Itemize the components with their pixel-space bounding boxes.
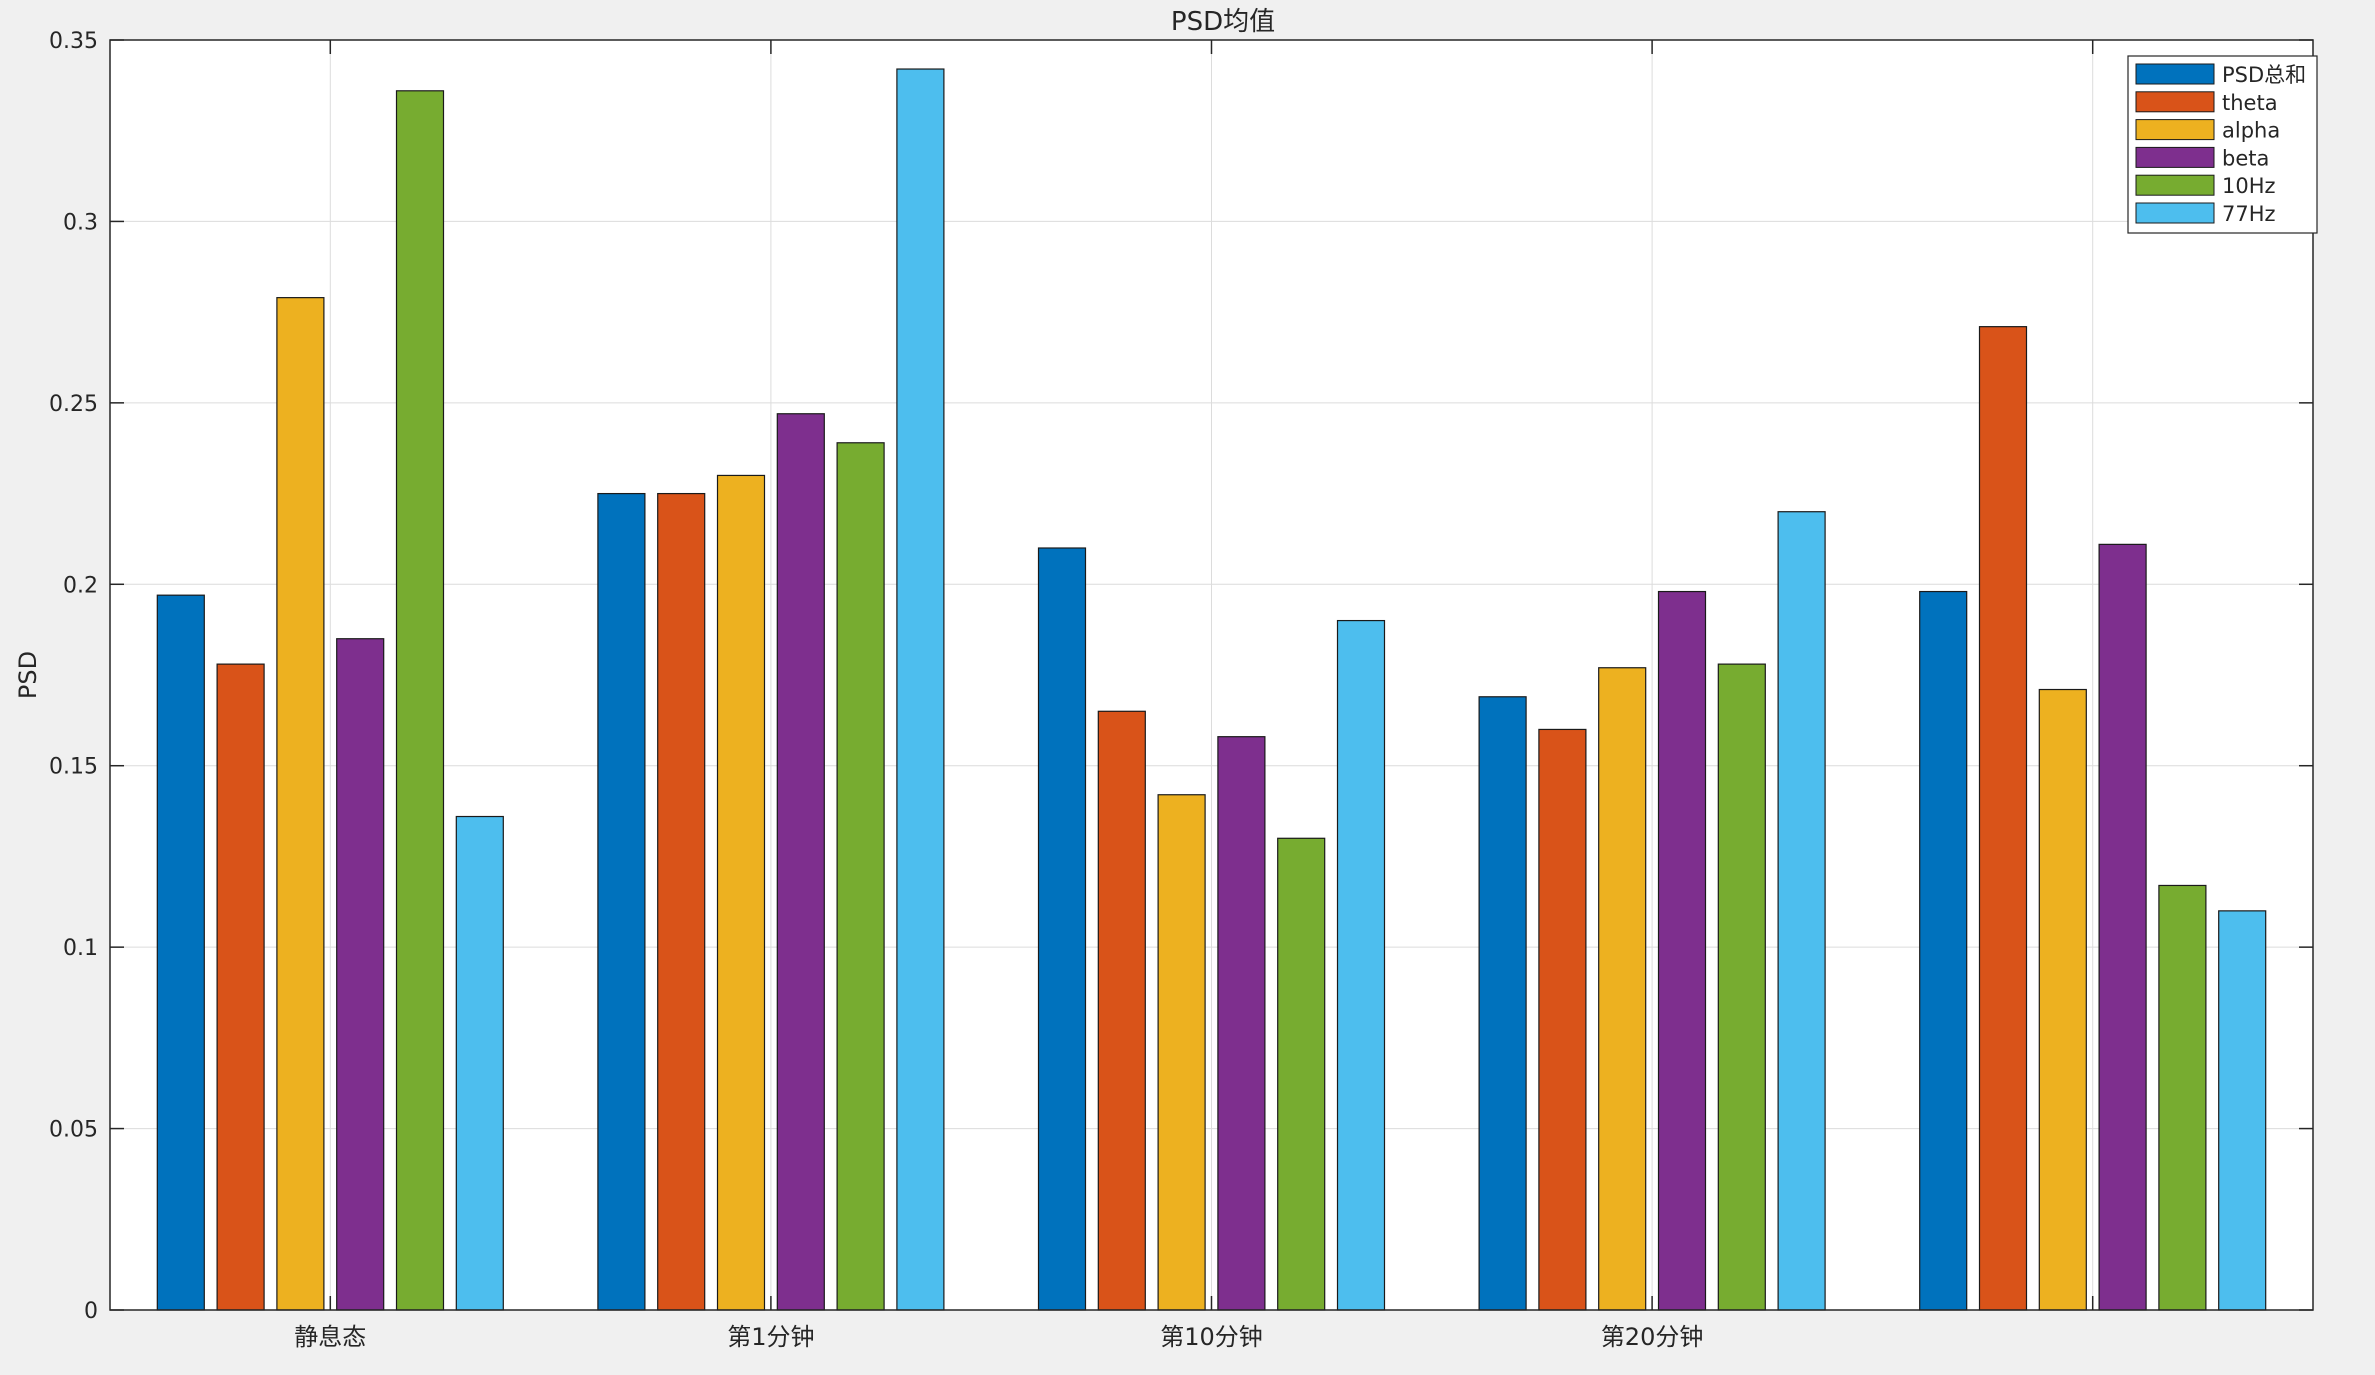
legend-label: PSD总和	[2222, 63, 2306, 87]
bar-77Hz	[455, 815, 504, 1311]
bar-PSD总和	[1037, 547, 1087, 1311]
bar-theta	[1978, 326, 2028, 1311]
legend-swatch	[2135, 91, 2215, 113]
bar-77Hz	[1777, 511, 1826, 1311]
bar-beta	[336, 638, 385, 1311]
bars	[156, 68, 2267, 1311]
y-tick-label: 0.05	[49, 1118, 98, 1143]
bar-theta	[657, 492, 706, 1311]
x-tick-labels: 静息态 第1分钟 第10分钟 第20分钟	[294, 1323, 1703, 1351]
bar-beta	[776, 413, 825, 1311]
y-tick-label: 0	[84, 1299, 98, 1324]
bar-alpha	[716, 474, 766, 1311]
legend-swatch	[2135, 63, 2215, 85]
legend: PSD总和 theta alpha beta 10Hz 77Hz	[2127, 55, 2318, 234]
bar-alpha	[1598, 667, 1647, 1311]
bar-77Hz	[896, 68, 945, 1311]
y-axis-label: PSD	[14, 651, 42, 699]
y-tick-labels: 0 0.05 0.1 0.15 0.2 0.25 0.3 0.35	[49, 29, 98, 1324]
x-tick-label: 第1分钟	[727, 1323, 814, 1351]
bar-theta	[1538, 728, 1587, 1311]
axis-ticks	[110, 39, 2313, 1311]
bar-theta	[1097, 710, 1146, 1311]
y-tick-label: 0.35	[49, 29, 98, 54]
bar-alpha	[2038, 688, 2087, 1311]
bar-alpha	[1157, 794, 1206, 1311]
bar-theta	[216, 663, 265, 1311]
y-tick-label: 0.3	[63, 210, 98, 235]
bar-beta	[2098, 543, 2147, 1311]
y-tick-label: 0.25	[49, 392, 98, 417]
bar-77Hz	[2218, 910, 2267, 1311]
bar-10Hz	[1717, 663, 1766, 1311]
bar-10Hz	[395, 90, 445, 1311]
legend-label: beta	[2222, 146, 2269, 170]
chart-title: PSD均值	[1171, 7, 1275, 37]
y-tick-label: 0.2	[63, 573, 98, 598]
legend-label: alpha	[2222, 119, 2280, 143]
x-tick-label: 静息态	[294, 1323, 366, 1351]
legend-label: theta	[2222, 91, 2278, 115]
legend-swatch	[2135, 146, 2215, 168]
bar-10Hz	[1277, 837, 1326, 1311]
bar-beta	[1657, 590, 1707, 1311]
legend-swatch	[2135, 119, 2215, 141]
bar-10Hz	[836, 442, 885, 1311]
bar-10Hz	[2158, 884, 2207, 1311]
bar-beta	[1217, 736, 1266, 1311]
bar-PSD总和	[1478, 696, 1527, 1311]
bar-PSD总和	[156, 594, 205, 1311]
legend-swatch	[2135, 202, 2215, 224]
bar-77Hz	[1336, 619, 1386, 1311]
legend-swatch	[2135, 174, 2215, 196]
y-tick-label: 0.1	[63, 936, 98, 961]
x-tick-label: 第20分钟	[1601, 1323, 1704, 1351]
bar-alpha	[276, 297, 325, 1311]
bar-PSD总和	[597, 492, 646, 1311]
bar-PSD总和	[1919, 590, 1968, 1311]
x-tick-label: 第10分钟	[1160, 1323, 1263, 1351]
legend-label: 77Hz	[2222, 202, 2276, 226]
y-tick-label: 0.15	[49, 755, 98, 780]
legend-label: 10Hz	[2222, 174, 2276, 198]
